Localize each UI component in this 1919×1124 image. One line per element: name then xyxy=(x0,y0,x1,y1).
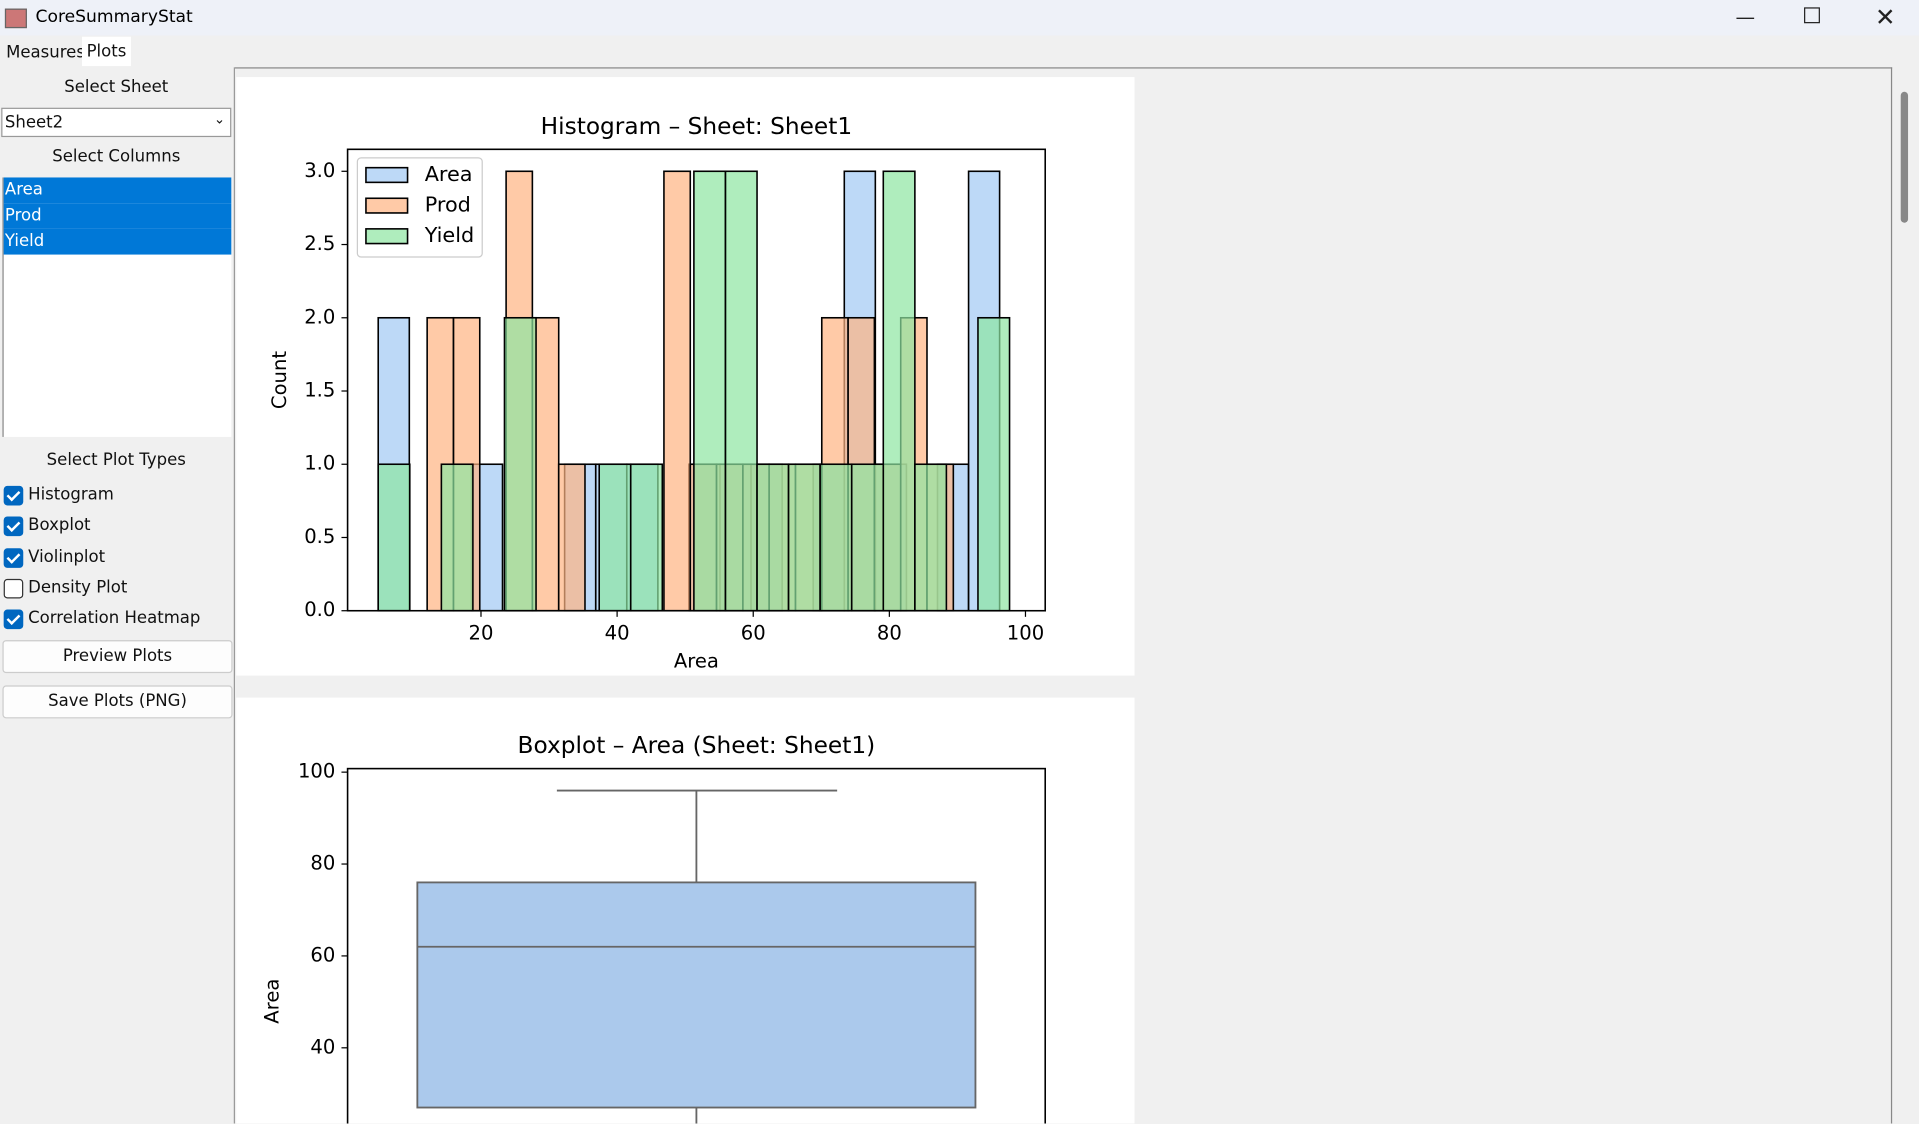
title-bar: CoreSummaryStat — ✕ xyxy=(0,0,1919,36)
column-item[interactable]: Area xyxy=(3,177,232,204)
close-button[interactable]: ✕ xyxy=(1875,2,1896,32)
y-tick-label: 3.0 xyxy=(304,159,335,182)
checkbox[interactable] xyxy=(3,516,24,537)
y-tick-label: 1.5 xyxy=(304,379,335,402)
axes-frame xyxy=(346,767,1047,1124)
histogram-bar xyxy=(850,463,885,612)
histogram-bar xyxy=(377,463,411,612)
plot-types-label: Select Plot Types xyxy=(46,450,186,470)
checkbox-label[interactable]: Violinplot xyxy=(28,546,106,567)
box xyxy=(416,881,977,1109)
restore-button[interactable] xyxy=(1804,7,1820,24)
minimize-button[interactable]: — xyxy=(1735,4,1756,29)
histogram-bar xyxy=(819,463,853,612)
checkbox[interactable] xyxy=(3,609,24,630)
checkbox[interactable] xyxy=(3,547,24,568)
window-title: CoreSummaryStat xyxy=(35,7,193,27)
y-tick-label: 60 xyxy=(310,943,335,966)
y-tick-label: 40 xyxy=(310,1035,335,1058)
legend-label: Prod xyxy=(425,193,471,217)
x-tick-label: 20 xyxy=(469,621,494,644)
histogram-bar xyxy=(882,170,916,612)
x-tick-label: 40 xyxy=(605,621,630,644)
histogram-bar xyxy=(977,316,1011,612)
histogram-bar xyxy=(598,463,632,612)
legend-label: Area xyxy=(425,162,473,186)
sheet-label: Select Sheet xyxy=(64,77,169,97)
histogram-bar xyxy=(440,463,474,612)
x-axis-label: Area xyxy=(674,650,719,673)
preview-button[interactable]: Preview Plots xyxy=(2,640,233,674)
y-tick-label: 2.5 xyxy=(304,232,335,255)
axes-frame xyxy=(346,148,1047,612)
histogram-bar xyxy=(663,170,692,612)
histogram-bar xyxy=(724,170,758,612)
x-tick-label: 60 xyxy=(741,621,766,644)
legend-swatch xyxy=(365,166,409,184)
save-button[interactable]: Save Plots (PNG) xyxy=(2,685,233,719)
tab-plots[interactable]: Plots xyxy=(82,36,131,67)
tab-measures[interactable]: Measures xyxy=(6,42,85,63)
sheet-combo[interactable]: Sheet2 ⌄ xyxy=(1,107,232,138)
histogram-bar xyxy=(693,170,727,612)
checkbox-label[interactable]: Correlation Heatmap xyxy=(28,608,201,629)
app-icon xyxy=(4,8,27,29)
column-item[interactable]: Prod xyxy=(3,203,232,229)
sidebar xyxy=(0,67,235,1124)
checkbox[interactable] xyxy=(3,578,24,599)
y-tick-label: 1.0 xyxy=(304,452,335,475)
y-tick-label: 2.0 xyxy=(304,305,335,328)
histogram-bar xyxy=(503,316,537,612)
y-tick-label: 0.5 xyxy=(304,525,335,548)
chart-title: Histogram – Sheet: Sheet1 xyxy=(541,113,852,140)
column-item[interactable]: Yield xyxy=(3,228,232,255)
histogram-bar xyxy=(629,463,664,612)
checkbox-label[interactable]: Boxplot xyxy=(28,515,91,536)
combo-value: Sheet2 xyxy=(4,112,64,133)
y-axis-label: Count xyxy=(268,351,291,409)
histogram-bar xyxy=(787,463,821,612)
columns-list[interactable]: Area Prod Yield xyxy=(2,177,232,437)
histogram-bar xyxy=(557,463,586,612)
chart-title: Boxplot – Area (Sheet: Sheet1) xyxy=(518,732,876,759)
y-tick-label: 100 xyxy=(298,760,335,783)
y-tick-label: 80 xyxy=(310,852,335,875)
scrollbar-thumb[interactable] xyxy=(1900,91,1909,223)
histogram-bar xyxy=(914,463,948,612)
legend-swatch xyxy=(365,228,409,245)
checkbox-label[interactable]: Density Plot xyxy=(28,577,128,598)
x-tick-label: 100 xyxy=(1007,621,1044,644)
checkbox-label[interactable]: Histogram xyxy=(28,484,114,505)
y-tick-label: 0.0 xyxy=(304,598,335,621)
columns-label: Select Columns xyxy=(52,146,181,167)
x-tick-label: 80 xyxy=(877,621,902,644)
plot-area xyxy=(234,67,1893,1124)
legend-label: Yield xyxy=(424,223,475,247)
checkbox[interactable] xyxy=(3,485,24,506)
y-axis-label: Area xyxy=(260,979,283,1024)
legend-swatch xyxy=(365,197,409,214)
histogram-bar xyxy=(756,463,790,612)
